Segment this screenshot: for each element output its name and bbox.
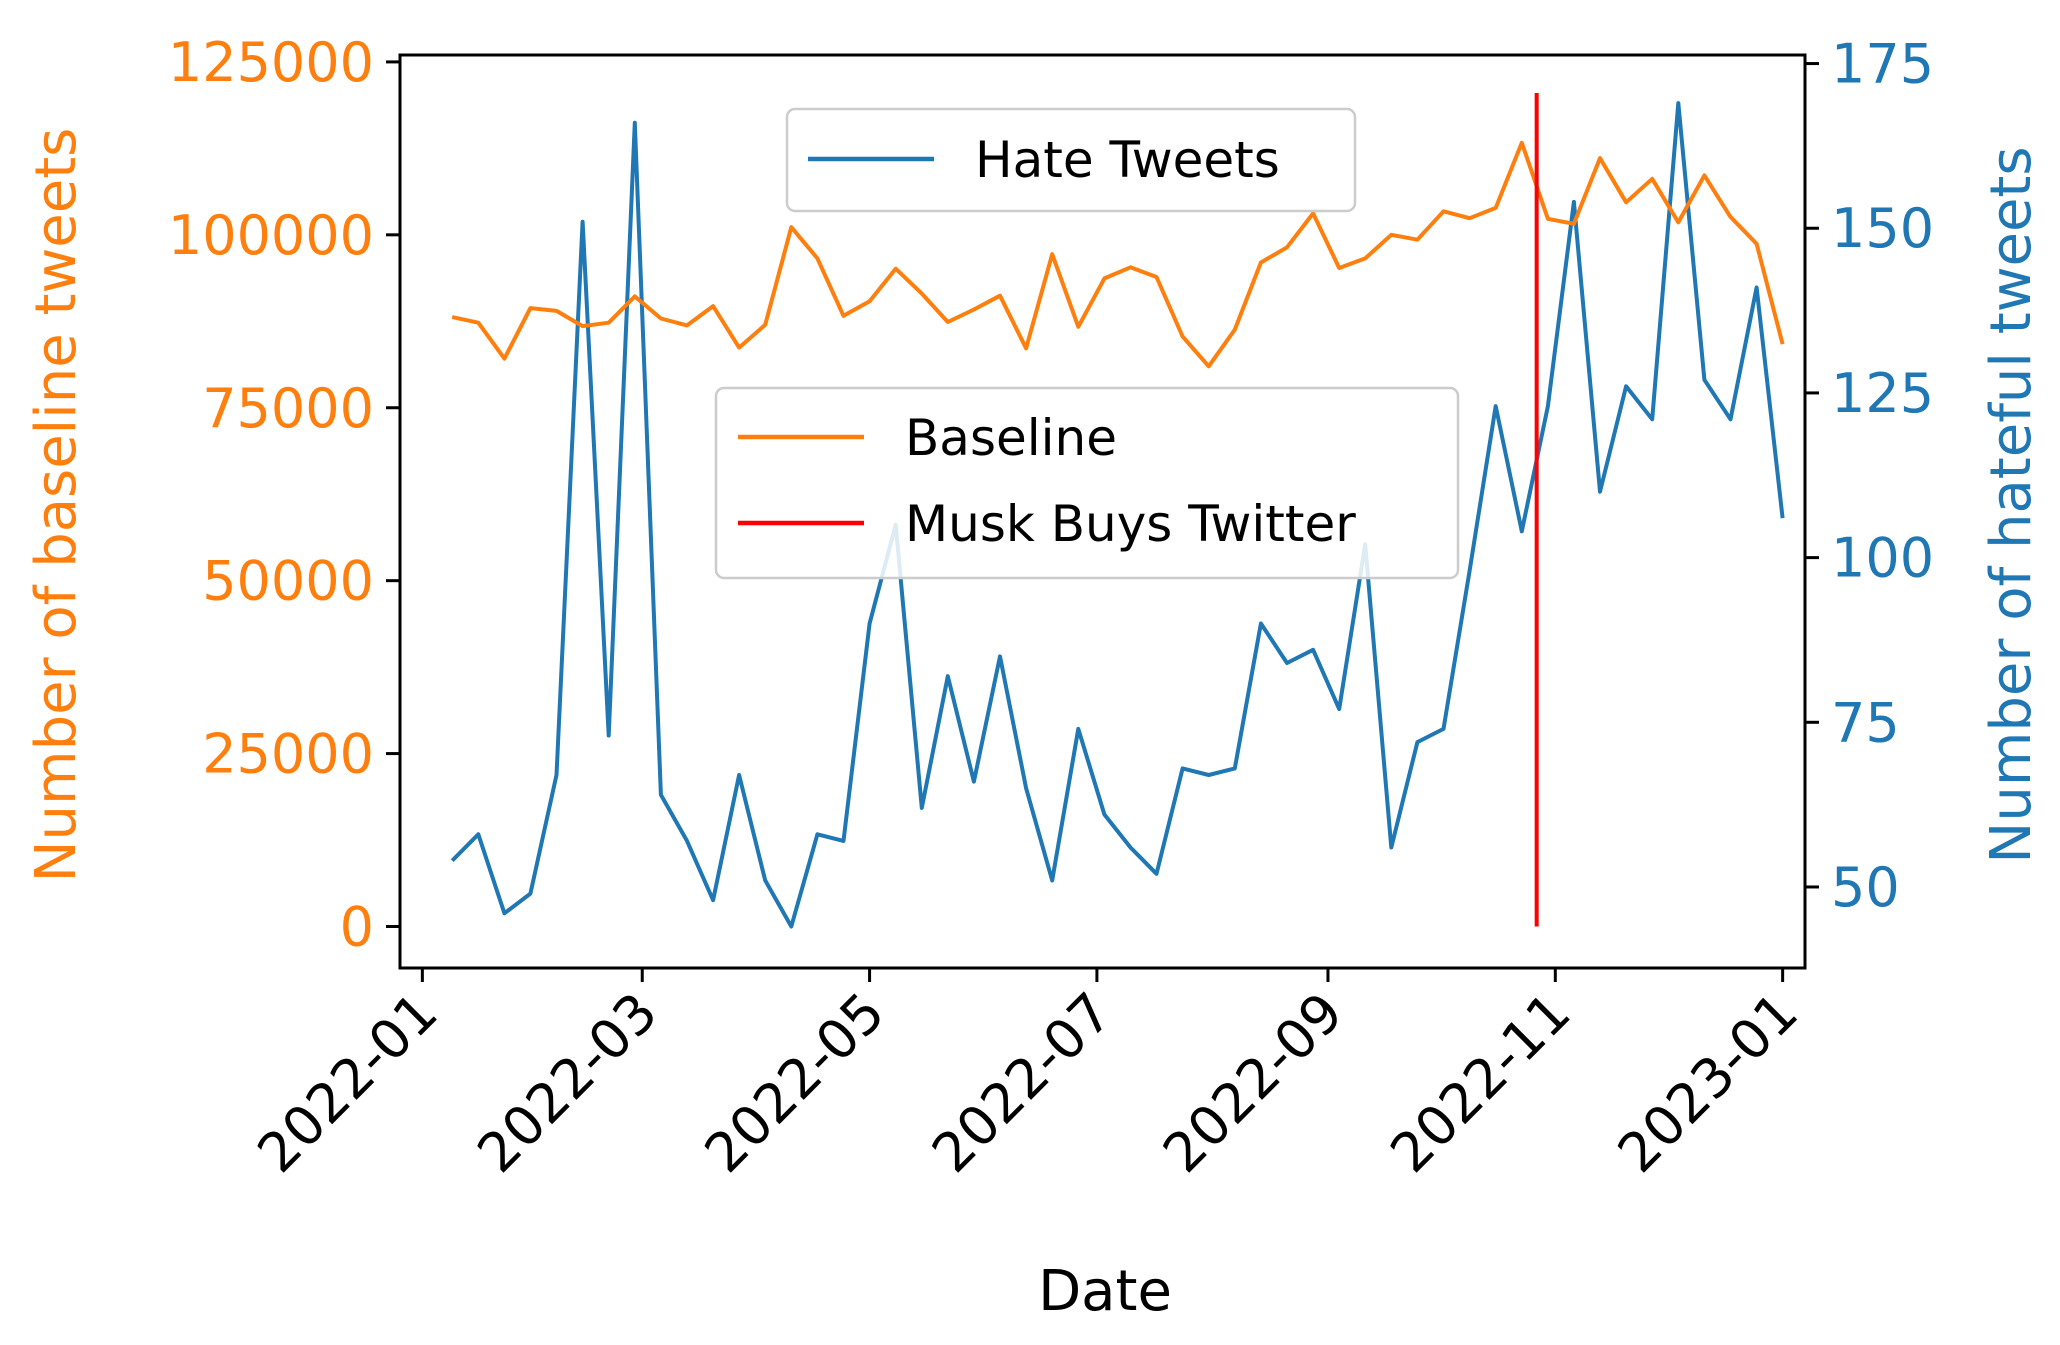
legend-label-musk: Musk Buys Twitter — [905, 495, 1356, 553]
legend-center-box — [714, 386, 1460, 580]
x-axis: 2022-01 2022-03 2022-05 2022-07 2022-09 2022-… — [245, 968, 1810, 1185]
left-y-tick-label: 75000 — [202, 377, 374, 440]
series-line-baseline — [451, 140, 1785, 369]
legend-center: Baseline Musk Buys Twitter — [714, 386, 1460, 580]
left-y-axis: 0 25000 50000 75000 100000 125000 — [168, 31, 400, 959]
left-y-tick-label: 100000 — [168, 204, 374, 267]
series-layer — [450, 93, 1785, 929]
right-y-tick-label: 150 — [1831, 197, 1934, 260]
x-tick-label: 2022-01 — [245, 981, 449, 1185]
left-y-axis-title: Number of baseline tweets — [24, 128, 89, 883]
right-y-tick-label: 125 — [1831, 362, 1934, 425]
x-tick-label: 2022-07 — [920, 981, 1124, 1185]
right-y-tick-label: 75 — [1831, 691, 1900, 754]
x-tick-label: 2022-09 — [1151, 981, 1355, 1185]
legend-top-box — [785, 107, 1357, 213]
x-tick-label: 2022-03 — [465, 981, 669, 1185]
x-tick-label: 2023-01 — [1606, 981, 1810, 1185]
right-y-tick-label: 50 — [1831, 856, 1900, 919]
series-line-hate-tweets — [450, 101, 1785, 929]
left-y-tick-label: 50000 — [202, 550, 374, 613]
x-tick-label: 2022-05 — [693, 981, 897, 1185]
left-y-tick-label: 125000 — [168, 31, 374, 94]
right-y-tick-label: 100 — [1831, 527, 1934, 590]
right-y-axis-title: Number of hateful tweets — [1979, 146, 2044, 863]
left-y-tick-label: 25000 — [202, 723, 374, 786]
legend-top: Hate Tweets — [785, 107, 1357, 213]
legend-label-baseline: Baseline — [905, 409, 1117, 467]
x-tick-label: 2022-11 — [1378, 981, 1582, 1185]
right-y-tick-label: 175 — [1831, 33, 1934, 96]
left-y-tick-label: 0 — [340, 896, 374, 959]
right-y-axis: 50 75 100 125 150 175 — [1805, 33, 1934, 919]
legend-label-hate: Hate Tweets — [975, 131, 1280, 189]
x-axis-title: Date — [1038, 1259, 1172, 1324]
plot-frame — [398, 53, 1807, 970]
